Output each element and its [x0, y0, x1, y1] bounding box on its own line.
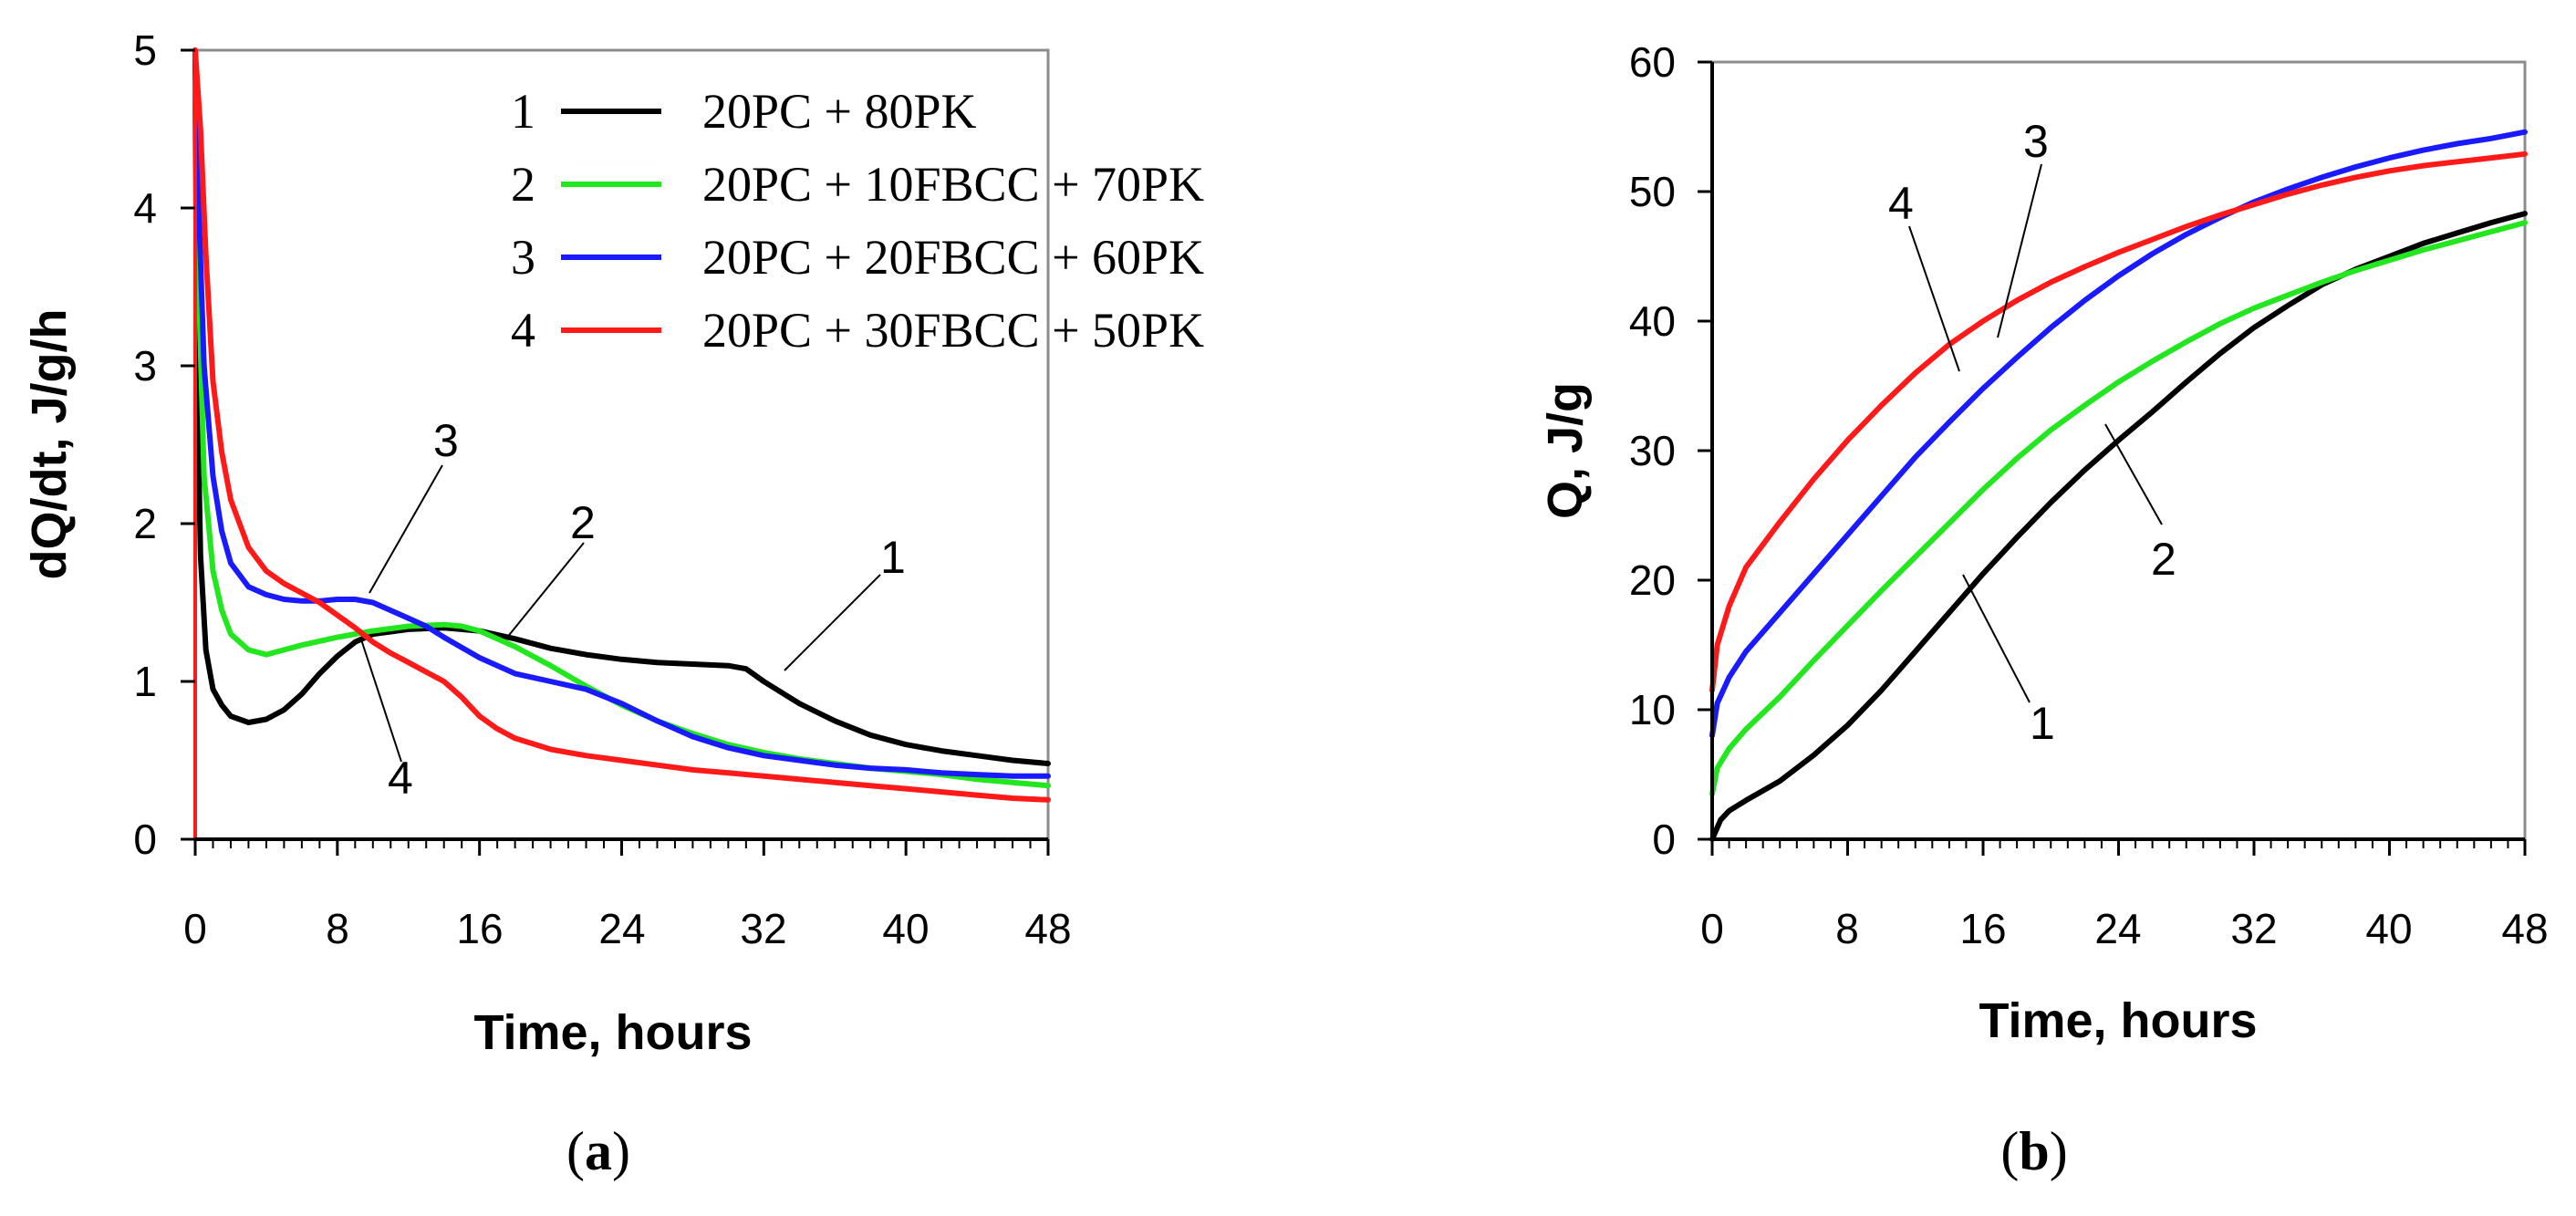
callout-leader-3 [1997, 163, 2042, 338]
panel-a-y-tick-label: 2 [133, 500, 157, 547]
panel-b-x-tick-label: 16 [1959, 905, 2006, 952]
panel-a-y-tick-label: 0 [133, 816, 157, 863]
panel-a-y-tick-label: 1 [133, 658, 157, 705]
panel-b-y-tick-label: 20 [1629, 556, 1676, 604]
legend-entry-number: 3 [511, 230, 535, 285]
panel-b-series-3-line [1709, 129, 2528, 739]
panel-a-axes [181, 48, 1050, 856]
panel-b-label: (b) [2000, 1121, 2067, 1181]
panel-a-label: (a) [566, 1121, 630, 1181]
callout-leader-1 [784, 574, 881, 671]
panel-a-x-tick-label: 40 [882, 905, 929, 952]
panel-b-callouts: 1 2 3 4 [1888, 116, 2176, 749]
legend-entry-number: 4 [511, 303, 535, 358]
panel-b-series-2-line [1709, 220, 2528, 797]
callout-label-3: 3 [433, 415, 459, 466]
callout-leader-1 [1962, 574, 2031, 703]
panel-a-y-tick-label: 4 [133, 184, 157, 232]
callout-leader-2 [2104, 423, 2163, 525]
panel-a-x-axis-title: Time, hours [473, 1005, 752, 1060]
callout-leader-4 [1908, 225, 1960, 372]
callout-leader-3 [369, 464, 443, 594]
panel-a-label-letter: a [585, 1121, 612, 1181]
panel-a: 0 1 2 3 4 5 0 8 16 24 32 40 48 Time, hou… [22, 26, 1204, 1181]
callout-leader-2 [505, 542, 585, 639]
panel-label-close-paren: ) [2050, 1121, 2068, 1181]
panel-b-plot-frame [1710, 60, 2527, 841]
panel-b-y-tick-label: 30 [1629, 427, 1676, 474]
panel-a-series-3-line [192, 47, 1051, 779]
callout-label-2: 2 [570, 497, 596, 548]
panel-b-label-letter: b [2019, 1121, 2049, 1181]
panel-a-callouts: 1 2 3 4 [359, 415, 906, 804]
panel-a-y-axis-title: dQ/dt, J/g/h [22, 309, 77, 580]
panel-label-close-paren: ) [612, 1121, 630, 1181]
legend-entry-1: 1 20PC + 80PK [511, 84, 977, 139]
panel-b-y-tick-label: 60 [1629, 38, 1676, 86]
callout-label-2: 2 [2151, 534, 2176, 585]
panel-b: 0 10 20 30 40 50 60 0 8 16 24 32 40 48 T… [1538, 38, 2549, 1181]
panel-a-x-tick-label: 16 [456, 905, 503, 952]
panel-a-x-tick-label: 32 [740, 905, 786, 952]
callout-label-3: 3 [2023, 116, 2049, 167]
legend-entry-label: 20PC + 10FBCC + 70PK [702, 157, 1204, 212]
panel-a-x-tick-label: 48 [1024, 905, 1071, 952]
panel-b-y-axis-title: Q, J/g [1538, 382, 1593, 519]
panel-b-x-tick-label: 24 [2094, 905, 2141, 952]
panel-a-legend: 1 20PC + 80PK 2 20PC + 10FBCC + 70PK 3 2… [511, 84, 1204, 358]
panel-b-series-group [1709, 129, 2528, 842]
panel-a-x-tick-label: 0 [183, 905, 207, 952]
panel-b-series-4-line [1709, 151, 2528, 693]
panel-a-y-tick-label: 5 [133, 26, 157, 74]
legend-entry-3: 3 20PC + 20FBCC + 60PK [511, 230, 1204, 285]
callout-label-1: 1 [880, 532, 906, 583]
panel-a-y-tick-label: 3 [133, 342, 157, 390]
panel-a-x-tick-label: 24 [598, 905, 645, 952]
callout-label-4: 4 [388, 753, 413, 804]
panel-a-series-4-line [192, 47, 1051, 803]
panel-b-x-tick-label: 0 [1700, 905, 1724, 952]
panel-b-axes [1698, 60, 2527, 856]
legend-entry-2: 2 20PC + 10FBCC + 70PK [511, 157, 1204, 212]
panel-b-x-tick-label: 32 [2230, 905, 2277, 952]
panel-b-x-tick-label: 8 [1835, 905, 1859, 952]
panel-a-x-tick-label: 8 [326, 905, 349, 952]
legend-entry-4: 4 20PC + 30FBCC + 50PK [511, 303, 1204, 358]
panel-b-x-tick-label: 48 [2501, 905, 2548, 952]
callout-label-1: 1 [2030, 698, 2055, 749]
panel-a-series-group [192, 47, 1051, 803]
legend-entry-number: 2 [511, 157, 535, 212]
panel-b-y-tick-label: 40 [1629, 297, 1676, 345]
panel-label-open-paren: ( [2000, 1121, 2019, 1181]
panel-b-y-tick-label: 50 [1629, 168, 1676, 215]
panel-b-x-axis-title: Time, hours [1979, 993, 2257, 1048]
legend-entry-number: 1 [511, 84, 535, 139]
legend-entry-label: 20PC + 20FBCC + 60PK [702, 230, 1204, 285]
panel-b-x-tick-label: 40 [2365, 905, 2412, 952]
panel-b-y-tick-label: 10 [1629, 686, 1676, 733]
panel-label-open-paren: ( [566, 1121, 585, 1181]
legend-entry-label: 20PC + 80PK [702, 84, 977, 139]
legend-entry-label: 20PC + 30FBCC + 50PK [702, 303, 1204, 358]
callout-label-4: 4 [1888, 178, 1914, 229]
panel-b-y-tick-label: 0 [1652, 816, 1676, 863]
callout-leader-4 [359, 636, 402, 763]
panel-b-series-1-line [1709, 211, 2528, 842]
